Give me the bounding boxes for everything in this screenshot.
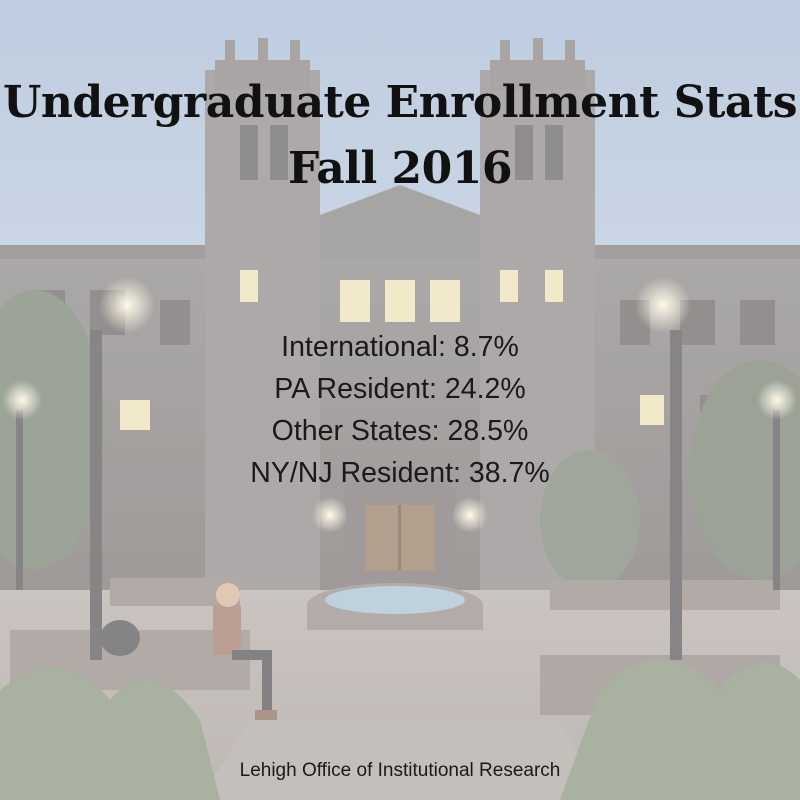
stat-pa-resident: PA Resident: 24.2%: [274, 373, 526, 405]
stat-international: International: 8.7%: [281, 331, 519, 363]
footer-credit: Lehigh Office of Institutional Research: [239, 760, 561, 781]
title-line-2: Fall 2016: [287, 143, 513, 194]
stat-other-states: Other States: 28.5%: [271, 415, 529, 447]
stat-ny-nj-resident: NY/NJ Resident: 38.7%: [250, 457, 550, 489]
title-line-1: Undergraduate Enrollment Stats: [2, 77, 798, 128]
enrollment-stats: International: 8.7% PA Resident: 24.2% O…: [0, 326, 800, 494]
